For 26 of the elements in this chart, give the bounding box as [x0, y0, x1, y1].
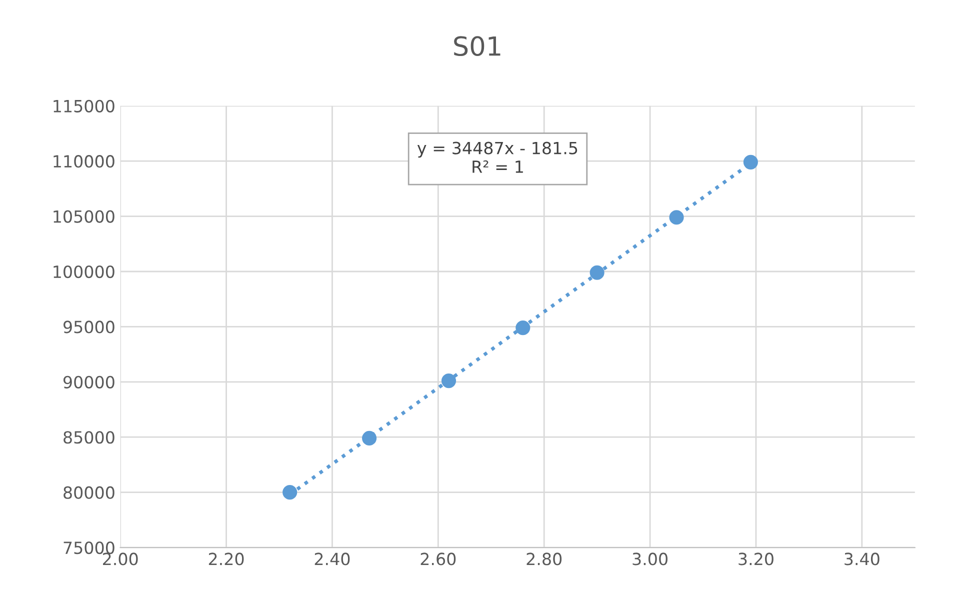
y-tick-label: 105000: [54, 210, 114, 223]
x-tick-label: 3.40: [844, 552, 880, 566]
x-tick-label: 2.80: [526, 552, 562, 566]
x-tick-label: 2.20: [208, 552, 244, 566]
y-tick-label: 110000: [54, 155, 114, 168]
x-tick-label: 3.20: [738, 552, 774, 566]
x-tick-label: 2.40: [314, 552, 350, 566]
chart-title: S01: [454, 36, 500, 56]
point: [590, 265, 604, 280]
annotation: y = 34487x - 181.5 R² = 1: [417, 142, 578, 173]
y-tick-label: 75000: [64, 541, 114, 554]
y-tick-label: 85000: [64, 431, 114, 444]
x-tick-label: 3.00: [632, 552, 668, 566]
y-tick-label: 95000: [64, 320, 114, 334]
point: [669, 210, 684, 225]
point: [516, 320, 530, 336]
y-tick-label: 90000: [64, 376, 114, 388]
x-tick-label: 2.60: [420, 552, 456, 566]
point: [441, 374, 456, 388]
point: [282, 485, 298, 500]
x-tick-label: 2.00: [102, 552, 138, 566]
point: [743, 154, 758, 170]
point: [362, 430, 377, 446]
y-tick-label: 100000: [54, 265, 114, 278]
y-tick-label: 115000: [54, 100, 114, 112]
y-tick-label: 80000: [64, 486, 114, 499]
